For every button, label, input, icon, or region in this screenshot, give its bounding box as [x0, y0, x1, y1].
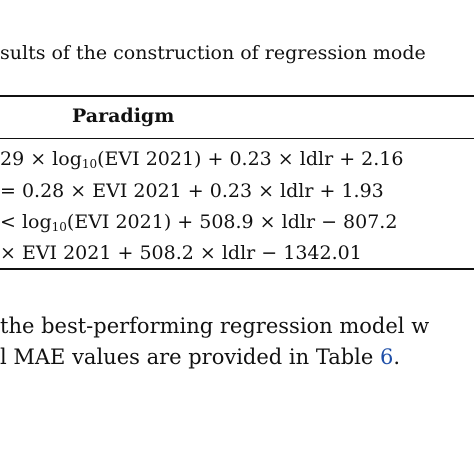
body-text-line: l MAE values are provided in Table 6.	[0, 345, 400, 369]
table-header-rule	[0, 138, 474, 139]
table-bottom-rule	[0, 268, 474, 270]
table-top-rule	[0, 95, 474, 97]
equation-part: = 0.28 × EVI 2021 + 0.23 × ldlr + 1.93	[0, 180, 384, 202]
table-row: 29 × log10(EVI 2021) + 0.23 × ldlr + 2.1…	[0, 148, 403, 170]
equation-part: (EVI 2021) + 508.9 × ldlr − 807.2	[66, 211, 398, 233]
table-row: × EVI 2021 + 508.2 × ldlr − 1342.01	[0, 242, 362, 264]
equation-part: (EVI 2021) + 0.23 × ldlr + 2.16	[97, 148, 404, 170]
table-caption: sults of the construction of regression …	[0, 42, 426, 64]
equation-part: × EVI 2021 + 508.2 × ldlr − 1342.01	[0, 242, 362, 264]
equation-subscript: 10	[51, 220, 67, 234]
table-reference-link[interactable]: 6	[380, 345, 394, 369]
equation-subscript: 10	[81, 157, 98, 171]
body-text-line: the best-performing regression model w	[0, 314, 430, 338]
table-row: < log10(EVI 2021) + 508.9 × ldlr − 807.2	[0, 211, 397, 233]
body-text-period: .	[393, 345, 401, 369]
column-header-paradigm: Paradigm	[72, 105, 175, 127]
table-row: = 0.28 × EVI 2021 + 0.23 × ldlr + 1.93	[0, 180, 384, 202]
equation-part: < log	[0, 211, 52, 233]
body-text: l MAE values are provided in Table	[0, 345, 380, 369]
equation-part: 29 × log	[0, 148, 82, 170]
